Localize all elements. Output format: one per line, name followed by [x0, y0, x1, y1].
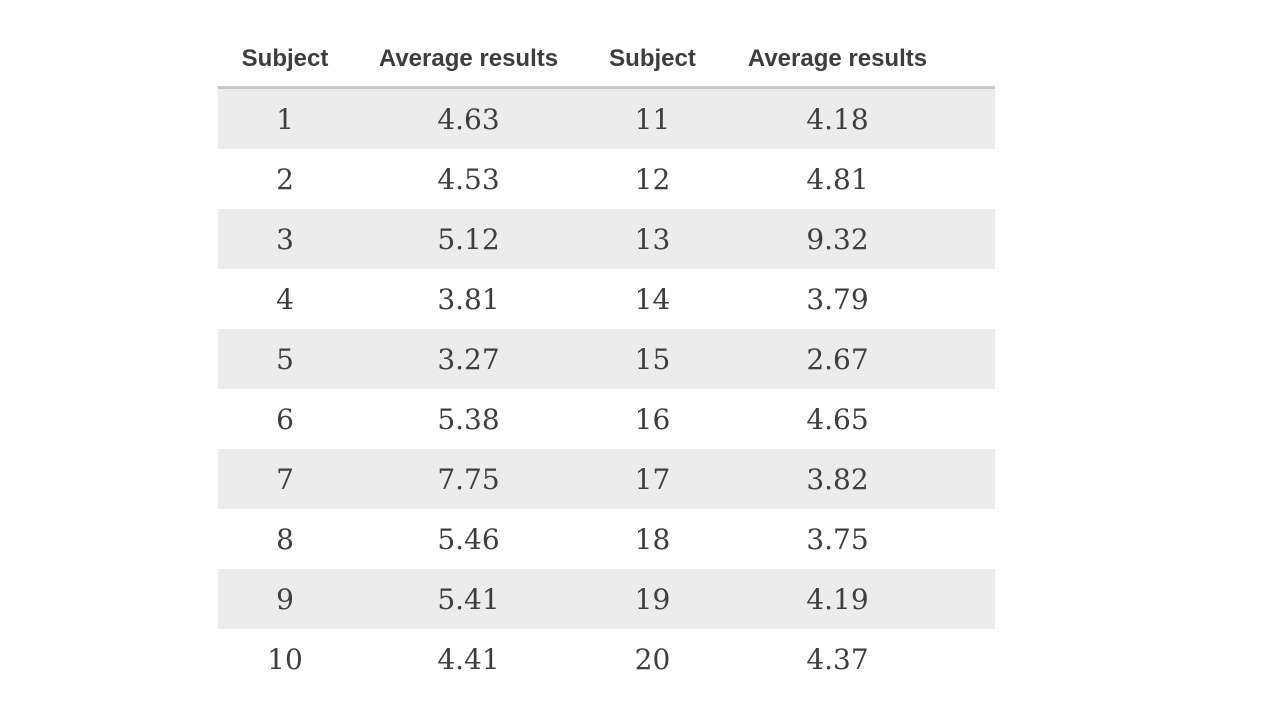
table-cell: 4.19	[806, 582, 869, 616]
column-header-subject-2: Subject	[609, 45, 696, 72]
table-cell: 14	[634, 282, 671, 316]
results-table: Subject Average results Subject Average …	[218, 40, 995, 689]
table-cell: 18	[634, 522, 671, 556]
table-cell: 4.37	[806, 642, 869, 676]
table-cell: 5.12	[437, 222, 500, 256]
table-body: 1 4.63 11 4.18 2 4.53 12 4.81 3 5.12 13 9.32 4 3.81 14…	[218, 87, 995, 689]
column-header-average-results-1: Average results	[378, 45, 559, 72]
table-cell: 4.65	[806, 402, 869, 436]
table-cell: 19	[634, 582, 671, 616]
table-cell: 4.18	[806, 102, 869, 136]
table-row: 10 4.41 20 4.37	[218, 629, 995, 689]
table-cell: 4.81	[806, 162, 869, 196]
table-cell: 13	[634, 222, 671, 256]
header-row: Subject Average results Subject Average …	[218, 40, 995, 88]
table-cell: 1	[276, 102, 294, 136]
table-cell: 4.53	[437, 162, 500, 196]
table-cell: 2.67	[806, 342, 869, 376]
table-cell: 10	[267, 642, 303, 676]
table-cell: 2	[276, 162, 294, 196]
table-cell: 20	[634, 642, 671, 676]
table-row: 2 4.53 12 4.81	[218, 149, 995, 209]
table-cell: 9	[276, 582, 294, 616]
table-row: 7 7.75 17 3.82	[218, 449, 995, 509]
table-row: 9 5.41 19 4.19	[218, 569, 995, 629]
table-cell: 3.79	[806, 282, 869, 316]
table-cell: 8	[276, 522, 294, 556]
table-row: 5 3.27 15 2.67	[218, 329, 995, 389]
table-header: Subject Average results Subject Average …	[218, 40, 995, 88]
column-header-average-results-2: Average results	[747, 45, 928, 72]
table-cell: 4	[276, 282, 294, 316]
table-cell: 16	[634, 402, 671, 436]
results-table-container: Subject Average results Subject Average …	[218, 40, 995, 689]
table-cell: 3	[276, 222, 294, 256]
table-cell: 11	[634, 102, 671, 136]
table-cell: 7.75	[437, 462, 500, 496]
table-cell: 5	[276, 342, 294, 376]
table-cell: 5.46	[437, 522, 500, 556]
table-cell: 9.32	[806, 222, 869, 256]
table-cell: 4.63	[437, 102, 500, 136]
column-header-subject-1: Subject	[241, 45, 329, 72]
table-row: 1 4.63 11 4.18	[218, 87, 995, 149]
table-cell: 5.38	[437, 402, 500, 436]
table-row: 8 5.46 18 3.75	[218, 509, 995, 569]
table-row: 3 5.12 13 9.32	[218, 209, 995, 269]
table-cell: 7	[276, 462, 294, 496]
table-cell: 15	[634, 342, 671, 376]
table-cell: 3.82	[806, 462, 869, 496]
table-cell: 12	[634, 162, 671, 196]
table-cell: 3.81	[437, 282, 500, 316]
table-cell: 17	[634, 462, 671, 496]
table-cell: 5.41	[437, 582, 500, 616]
table-cell: 3.75	[806, 522, 869, 556]
table-row: 6 5.38 16 4.65	[218, 389, 995, 449]
table-cell: 4.41	[437, 642, 500, 676]
table-row: 4 3.81 14 3.79	[218, 269, 995, 329]
table-cell: 6	[276, 402, 294, 436]
table-cell: 3.27	[437, 342, 500, 376]
